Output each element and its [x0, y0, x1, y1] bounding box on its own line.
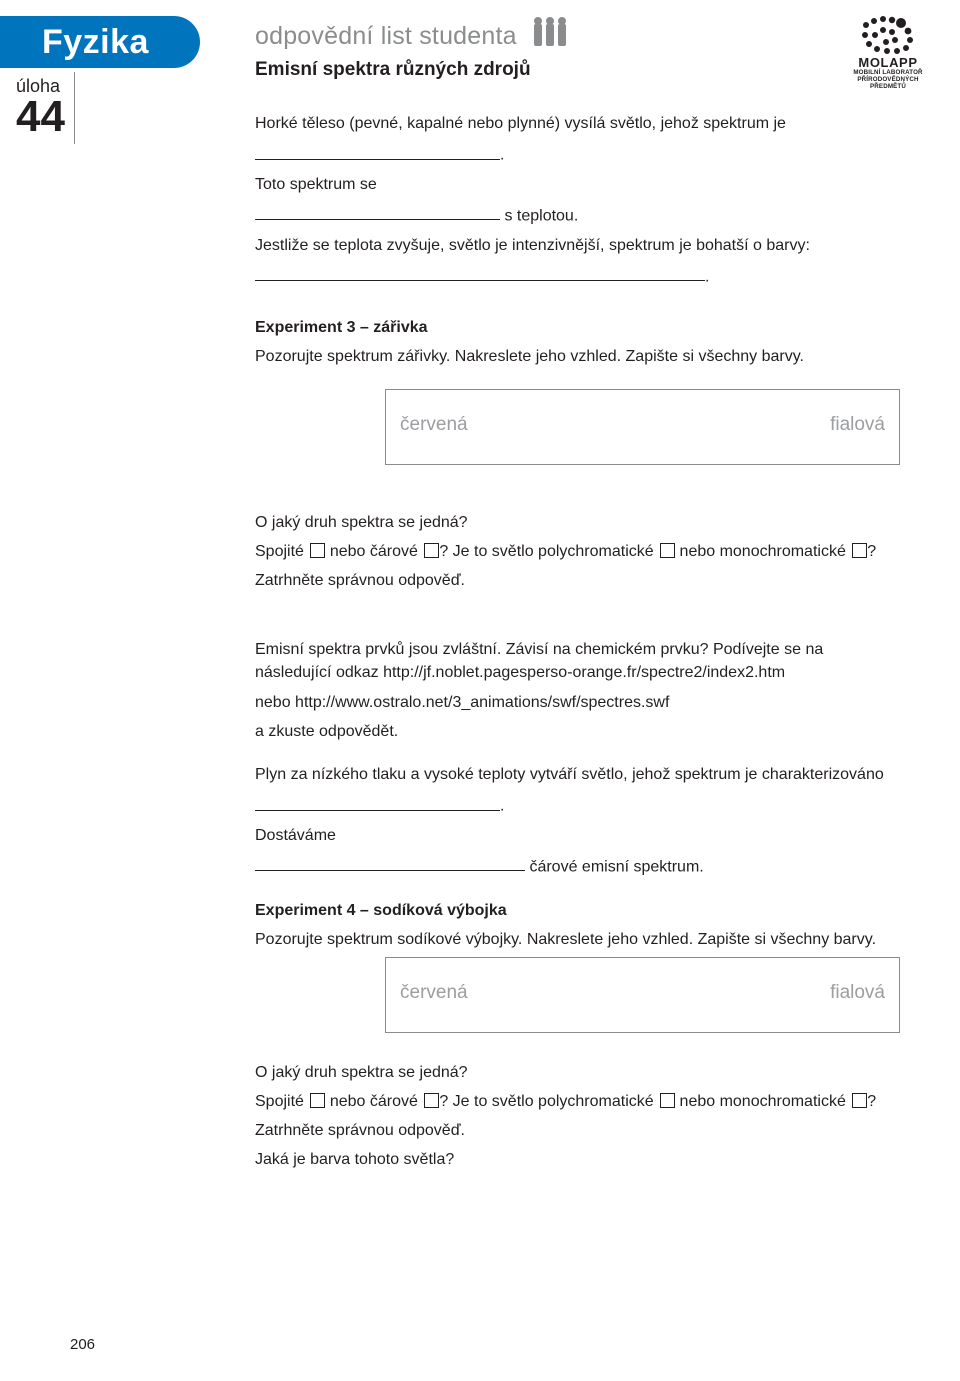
molapp-logo: MOLAPP MOBILNÍ LABORATOŘ PŘÍRODOVĚDNÝCH …: [842, 16, 934, 90]
question-kind-2: O jaký druh spektra se jedná?: [255, 1061, 900, 1084]
page-subtitle: Emisní spektra různých zdrojů: [255, 59, 570, 81]
blank-line-2: s teplotou.: [255, 202, 900, 228]
tail-text: čárové emisní spektrum.: [525, 858, 704, 875]
title-grey-text: odpovědní list studenta: [255, 22, 517, 50]
checkbox-mono-2[interactable]: [852, 1093, 867, 1108]
spectrum-left-label: červená: [400, 982, 468, 1004]
mark-correct-1: Zatrhněte správnou odpověď.: [255, 569, 900, 592]
header: Fyzika odpovědní list studenta Emisní sp…: [0, 0, 960, 78]
paragraph-temperature: Jestliže se teplota zvyšuje, světlo je i…: [255, 234, 900, 257]
question-kind-1: O jaký druh spektra se jedná?: [255, 511, 900, 534]
spectrum-right-label: fialová: [830, 414, 885, 436]
fill-blank[interactable]: [255, 202, 500, 220]
cb-text: nebo monochromatické: [675, 1093, 850, 1110]
vertical-divider: [74, 72, 75, 144]
gas-paragraph: Plyn za nízkého tlaku a vysoké teploty v…: [255, 763, 900, 786]
triple-bar-icon: [534, 24, 570, 53]
blank-line-3: .: [255, 263, 900, 289]
blank-line-5: čárové emisní spektrum.: [255, 853, 900, 879]
spectrum-left-label: červená: [400, 414, 468, 436]
cb-text: nebo monochromatické: [675, 543, 850, 560]
checkbox-line-1: Spojité nebo čárové ? Je to světlo polyc…: [255, 540, 900, 563]
cb-text: ? Je to světlo polychromatické: [439, 543, 658, 560]
experiment-4-heading: Experiment 4 – sodíková výbojka: [255, 899, 900, 922]
checkbox-spojite[interactable]: [310, 543, 325, 558]
checkbox-carove[interactable]: [424, 543, 439, 558]
cb-text: Spojité: [255, 1093, 308, 1110]
experiment-3-heading: Experiment 3 – zářivka: [255, 316, 900, 339]
cb-text: Spojité: [255, 543, 308, 560]
page-title-grey: odpovědní list studenta: [255, 22, 570, 53]
dostavame: Dostáváme: [255, 824, 900, 847]
brand-name: MOLAPP: [842, 55, 934, 70]
fill-blank[interactable]: [255, 263, 705, 281]
emission-paragraph-3: a zkuste odpovědět.: [255, 720, 900, 743]
mark-correct-2: Zatrhněte správnou odpověď.: [255, 1119, 900, 1142]
task-number: 44: [16, 92, 65, 142]
experiment-3-text: Pozorujte spektrum zářivky. Nakreslete j…: [255, 345, 900, 368]
subject-tab: Fyzika: [0, 16, 200, 68]
spectrum-right-label: fialová: [830, 982, 885, 1004]
checkbox-poly-2[interactable]: [660, 1093, 675, 1108]
checkbox-spojite-2[interactable]: [310, 1093, 325, 1108]
fill-blank[interactable]: [255, 853, 525, 871]
checkbox-line-2: Spojité nebo čárové ? Je to světlo polyc…: [255, 1090, 900, 1113]
tail-text: s teplotou.: [500, 207, 578, 224]
cb-text: nebo čárové: [325, 1093, 422, 1110]
blank-line-1: .: [255, 141, 900, 167]
cb-text: ? Je to světlo polychromatické: [439, 1093, 658, 1110]
paragraph-this-spectrum: Toto spektrum se: [255, 173, 900, 196]
page-number: 206: [70, 1336, 95, 1353]
cb-text: ?: [867, 543, 876, 560]
title-block: odpovědní list studenta Emisní spektra r…: [255, 22, 570, 81]
content: Horké těleso (pevné, kapalné nebo plynné…: [255, 112, 900, 1172]
spectrum-box-1[interactable]: červená fialová: [385, 389, 900, 465]
brand-line3: PŘEDMĚTŮ: [842, 84, 934, 91]
fill-blank[interactable]: [255, 792, 500, 810]
paragraph-hot-body: Horké těleso (pevné, kapalné nebo plynné…: [255, 112, 900, 135]
experiment-4-text: Pozorujte spektrum sodíkové výbojky. Nak…: [255, 928, 900, 951]
blank-line-4: .: [255, 792, 900, 818]
cb-text: nebo čárové: [325, 543, 422, 560]
fill-blank[interactable]: [255, 141, 500, 159]
question-color: Jaká je barva tohoto světla?: [255, 1148, 900, 1171]
checkbox-mono[interactable]: [852, 543, 867, 558]
emission-paragraph-2: nebo http://www.ostralo.net/3_animations…: [255, 691, 900, 714]
spectrum-box-2[interactable]: červená fialová: [385, 957, 900, 1033]
checkbox-carove-2[interactable]: [424, 1093, 439, 1108]
checkbox-poly[interactable]: [660, 543, 675, 558]
emission-paragraph-1: Emisní spektra prvků jsou zvláštní. Závi…: [255, 638, 900, 684]
cb-text: ?: [867, 1093, 876, 1110]
